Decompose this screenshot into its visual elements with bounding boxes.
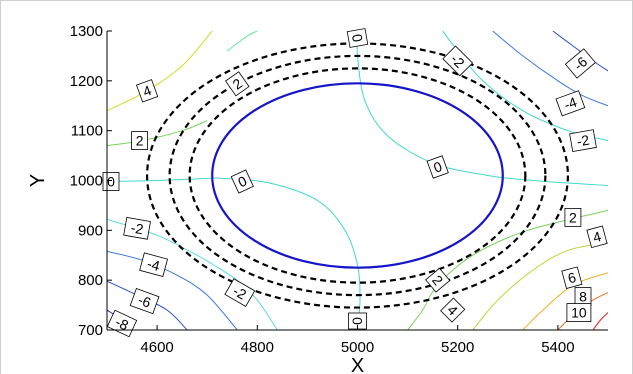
contour-line-4: [217, 177, 361, 330]
y-tick-label-1: 800: [78, 272, 103, 289]
ellipse-group: [211, 82, 504, 269]
contour-line-1: [107, 120, 208, 147]
x-axis-title: X: [351, 355, 364, 374]
contour-label-text: 2: [569, 209, 577, 225]
contour-label-13: 0: [426, 155, 449, 179]
contour-label-21: 4: [440, 297, 466, 323]
contour-line-16: [522, 272, 608, 330]
contour-label-10: -6: [564, 48, 596, 79]
contour-label-text: -2: [130, 219, 145, 237]
contour-label-19: 10: [566, 303, 592, 323]
contour-line-15: [472, 242, 608, 330]
x-tick-label-0: 4600: [140, 339, 173, 356]
contour-label-text: 4: [591, 228, 603, 246]
contour-line-3: [107, 177, 218, 182]
contour-label-20: 2: [425, 267, 451, 293]
contour-line-0: [107, 31, 213, 112]
contour-label-18: 8: [574, 287, 592, 307]
contour-label-box: [230, 169, 254, 194]
central-ellipse: [211, 82, 504, 269]
contour-line-12: [492, 31, 608, 107]
contour-label-14: 0: [230, 169, 254, 194]
contour-label-7: 2: [225, 71, 250, 97]
contour-label-box: [123, 216, 151, 240]
contour-label-23: 0: [348, 312, 367, 330]
contour-label-9: -2: [442, 45, 474, 77]
contour-label-box: [586, 225, 608, 249]
contour-label-box: [131, 131, 149, 151]
contour-line-14: [407, 209, 608, 330]
contour-label-4: -4: [139, 252, 169, 277]
contour-line-2: [226, 31, 258, 52]
contour-label-box: [569, 129, 597, 153]
contour-label-11: -4: [555, 90, 586, 117]
dashed-ring-2: [145, 42, 570, 309]
contour-label-8: 0: [346, 28, 369, 48]
x-tick-label-3: 5200: [441, 339, 474, 356]
contour-label-box: [224, 278, 256, 307]
contour-label-box: [566, 303, 592, 323]
contour-label-1: 2: [131, 131, 149, 151]
dashed-rings-group: [145, 42, 570, 309]
contour-label-text: 2: [136, 133, 144, 149]
contour-label-16: 4: [586, 225, 608, 249]
contour-label-box: [564, 207, 582, 227]
contour-label-box: [426, 155, 449, 179]
contour-label-text: 0: [349, 33, 366, 44]
contour-label-15: 2: [564, 207, 582, 227]
contour-label-text: -4: [146, 255, 162, 274]
contour-label-17: 6: [561, 266, 583, 289]
contour-label-box: [440, 297, 466, 323]
contour-label-5: -6: [129, 288, 160, 315]
contour-label-22: -2: [224, 278, 256, 307]
y-tick-label-3: 1000: [70, 173, 103, 190]
contour-line-11: [442, 31, 608, 142]
x-tick-label-2: 5000: [341, 339, 374, 356]
contour-label-box: [425, 267, 451, 293]
axes-group: 4600 4800 5000 5200 540070080090010001100120…: [27, 23, 608, 374]
y-axis-title: Y: [27, 174, 49, 187]
contour-label-text: 8: [579, 289, 587, 305]
contour-label-box: [129, 288, 160, 315]
contour-label-box: [139, 252, 169, 277]
y-tick-label-0: 700: [78, 322, 103, 339]
contour-label-text: -2: [575, 132, 590, 150]
contour-label-text: 6: [566, 269, 578, 287]
contour-label-box: [564, 48, 596, 79]
contour-label-box: [561, 266, 583, 289]
contour-label-6: -8: [106, 309, 138, 338]
contour-line-18: [592, 312, 608, 330]
dashed-ring-0: [188, 67, 527, 284]
x-tick-label-4: 5400: [541, 339, 574, 356]
contour-line-8: [107, 250, 238, 330]
dashed-ring-1: [168, 54, 547, 297]
contour-label-0: 4: [135, 79, 159, 103]
contour-label-box: [135, 79, 159, 103]
y-tick-label-6: 1300: [70, 23, 103, 40]
contour-label-3: -2: [123, 216, 151, 240]
contour-label-text: 0: [107, 174, 115, 190]
contour-label-2: 0: [102, 172, 120, 191]
contour-lines-group: [107, 31, 608, 330]
x-tick-label-1: 4800: [241, 339, 274, 356]
contour-label-box: [346, 28, 369, 48]
contour-label-box: [555, 90, 586, 117]
contour-label-text: 10: [571, 305, 587, 321]
contour-label-text: -6: [136, 291, 153, 310]
contour-label-12: -2: [569, 129, 597, 153]
contour-line-5: [356, 31, 608, 186]
y-tick-label-4: 1100: [71, 123, 103, 140]
contour-label-text: 0: [350, 317, 366, 325]
y-tick-label-2: 900: [78, 222, 103, 239]
y-tick-label-5: 1200: [70, 73, 103, 90]
contour-label-box: [225, 71, 250, 97]
contour-label-text: -4: [562, 94, 579, 113]
contour-label-box: [442, 45, 474, 77]
